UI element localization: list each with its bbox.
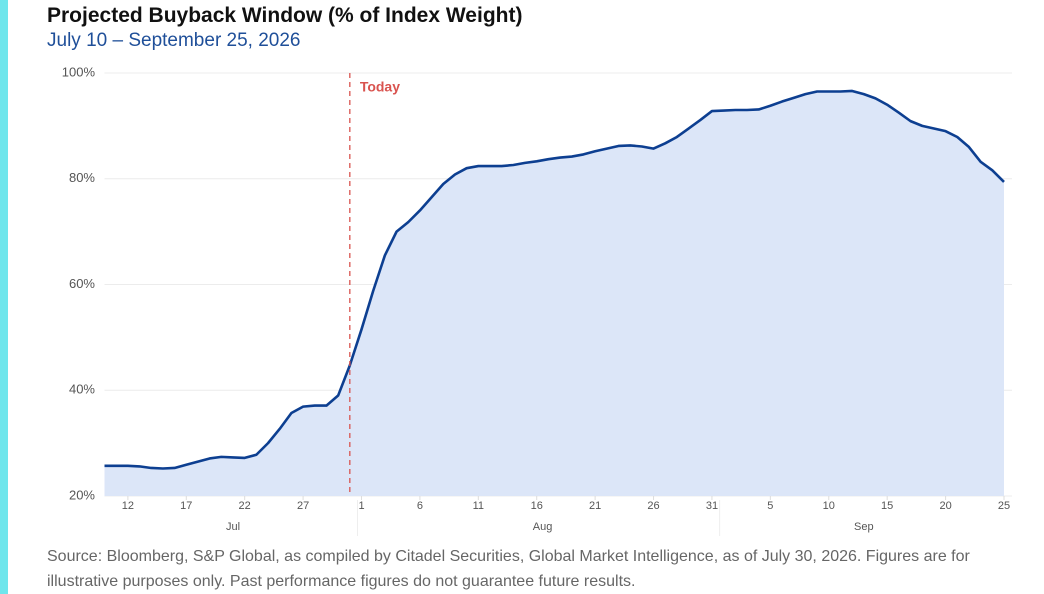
x-tick-label: 20	[939, 500, 951, 512]
today-label: Today	[360, 79, 400, 95]
x-tick-label: 21	[589, 500, 601, 512]
x-tick-label: 15	[881, 500, 893, 512]
x-tick-label: 25	[998, 500, 1010, 512]
area	[104, 90, 1004, 496]
y-tick-label: 60%	[69, 276, 95, 291]
source-note: Source: Bloomberg, S&P Global, as compil…	[47, 548, 970, 590]
accent-bar	[0, 0, 8, 594]
chart: 20%40%60%80%100%12 17 22 27 1 6 11 16 21 26 31 5 10 1…	[62, 64, 1012, 536]
chart-subtitle: July 10 – September 25, 2026	[47, 30, 301, 51]
x-tick-label: 26	[647, 500, 659, 512]
x-tick-label: 11	[473, 500, 484, 512]
month-label: Aug	[533, 521, 553, 533]
y-tick-label: 80%	[69, 170, 95, 185]
x-tick-label: 27	[297, 500, 309, 512]
x-tick-label: 5	[767, 500, 773, 512]
month-label: Jul	[226, 521, 240, 533]
x-tick-label: 12	[122, 500, 134, 512]
x-tick-label: 16	[531, 500, 543, 512]
y-tick-label: 40%	[69, 382, 95, 397]
line	[104, 89, 1005, 470]
y-tick-label: 100%	[62, 64, 96, 79]
month-label: Sep	[854, 521, 874, 533]
x-tick-label: 1	[358, 500, 364, 512]
x-tick-label: 22	[239, 500, 251, 512]
x-tick-label: 6	[417, 500, 423, 512]
x-tick-label: 17	[180, 500, 192, 512]
chart-title: Projected Buyback Window (% of Index Wei…	[47, 4, 523, 27]
x-tick-label: 10	[823, 500, 835, 512]
x-tick-label: 31	[706, 500, 718, 512]
y-tick-label: 20%	[69, 487, 95, 502]
